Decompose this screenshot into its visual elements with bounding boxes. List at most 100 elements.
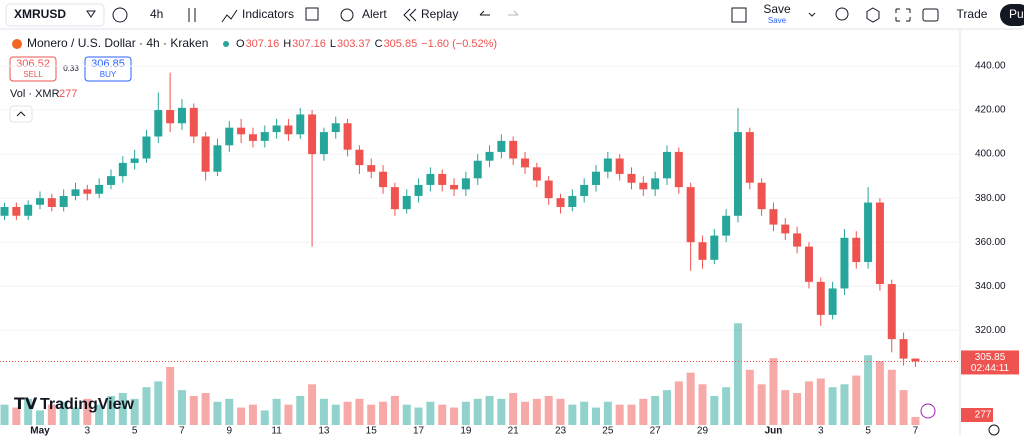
x-tick-label: 7 <box>913 426 919 436</box>
axis-settings[interactable] <box>988 424 1000 436</box>
volume-bar <box>497 398 506 425</box>
publish-button-bg[interactable] <box>1000 4 1024 26</box>
buy-label[interactable]: BUY <box>100 70 117 79</box>
candle-body <box>733 132 742 216</box>
sell-price[interactable]: 306.52 <box>16 58 50 70</box>
volume-bar <box>793 393 802 425</box>
volume-bar <box>367 404 376 425</box>
save-dropdown[interactable] <box>808 12 816 17</box>
buy-box[interactable] <box>84 56 132 82</box>
volume-bar <box>627 404 636 425</box>
candle-body <box>296 114 305 135</box>
templates-icon[interactable] <box>305 7 319 21</box>
symbol-box <box>5 3 105 27</box>
replay-icon[interactable] <box>403 8 417 22</box>
chart-type-icon[interactable] <box>188 8 196 22</box>
ohlc-value: 305.85 <box>384 38 418 50</box>
volume-bar <box>142 387 151 425</box>
volume-bar <box>177 390 186 425</box>
candle-body <box>793 233 802 247</box>
volume-bar <box>296 395 305 425</box>
fullscreen-icon[interactable] <box>895 8 911 22</box>
search-icon[interactable] <box>86 10 96 18</box>
y-tick-label: 320.00 <box>975 325 1006 336</box>
candle-body <box>603 158 612 172</box>
candle-body <box>651 178 660 190</box>
save-button[interactable]: Save <box>763 2 791 16</box>
collapse-icon[interactable] <box>16 111 26 117</box>
buy-price[interactable]: 306.85 <box>91 58 125 70</box>
collapse-button[interactable] <box>9 105 33 123</box>
candle-body <box>710 235 719 260</box>
candle-body <box>615 158 624 174</box>
volume-bar <box>757 384 766 425</box>
volume-bar <box>532 398 541 425</box>
y-tick-label: 440.00 <box>975 61 1006 72</box>
price-label: 305.85 <box>975 352 1006 363</box>
candle-body <box>639 182 648 190</box>
alert-icon[interactable] <box>340 8 354 22</box>
undo-icon[interactable] <box>479 10 490 16</box>
candle-body <box>627 173 636 183</box>
candle-body <box>367 165 376 172</box>
x-tick-label: 5 <box>132 426 138 436</box>
alert-button[interactable]: Alert <box>362 7 387 21</box>
settings-icon[interactable] <box>866 7 880 23</box>
x-tick-label: 23 <box>555 426 567 436</box>
y-tick-label: 360.00 <box>975 237 1006 248</box>
volume-bar <box>414 407 423 425</box>
x-tick-label: 27 <box>650 426 662 436</box>
candle-body <box>769 209 778 225</box>
candle-body <box>674 151 683 188</box>
volume-bar <box>260 410 269 425</box>
candle-body <box>544 180 553 199</box>
assistant-button[interactable] <box>920 403 936 419</box>
volume-bar <box>580 401 589 425</box>
plot <box>0 65 960 425</box>
tv-logo: TradingView <box>40 396 135 413</box>
x-tick-label: 7 <box>179 426 185 436</box>
candle-body <box>24 204 33 216</box>
candle-body <box>745 132 754 183</box>
volume-bar <box>674 381 683 425</box>
symbol[interactable]: XMRUSD <box>14 7 66 21</box>
sell-label[interactable]: SELL <box>23 70 43 79</box>
candle-body <box>592 171 601 185</box>
quick-search-icon[interactable] <box>835 7 849 21</box>
volume-bar <box>189 395 198 425</box>
screenshot-icon[interactable] <box>922 8 939 22</box>
volume-bar <box>509 393 518 425</box>
candle-body <box>757 182 766 210</box>
volume-bar <box>899 390 908 425</box>
publish-button[interactable]: Pu <box>1009 7 1024 21</box>
x-tick-label: 9 <box>226 426 232 436</box>
volume-bar <box>603 401 612 425</box>
indicators-icon[interactable] <box>221 9 238 23</box>
candle-body <box>331 123 340 133</box>
candle-body <box>319 132 328 155</box>
sell-box[interactable] <box>9 56 57 82</box>
replay-button[interactable]: Replay <box>421 7 458 21</box>
layout-icon[interactable] <box>731 7 747 23</box>
candle-body <box>130 158 139 163</box>
volume-bar <box>402 404 411 425</box>
indicators-button[interactable]: Indicators <box>242 7 294 21</box>
candle-body <box>71 189 80 196</box>
candle-body <box>804 246 813 282</box>
redo-icon[interactable] <box>508 10 519 16</box>
ohlc-key: C <box>375 38 383 50</box>
interval[interactable]: 4h <box>150 7 163 21</box>
x-tick-label: Jun <box>765 426 783 436</box>
change: −1.60 (−0.52%) <box>421 38 497 50</box>
candle-body <box>237 127 246 135</box>
candle-body <box>450 184 459 190</box>
candle-body <box>828 288 837 315</box>
volume-bar <box>840 384 849 425</box>
candle-body <box>308 114 317 155</box>
price-label-bg <box>961 350 1019 375</box>
y-tick-label: 340.00 <box>975 281 1006 292</box>
volume-bar <box>308 384 317 425</box>
trade-button[interactable]: Trade <box>957 7 988 21</box>
compare-icon[interactable] <box>112 7 128 23</box>
volume-bar <box>733 323 742 425</box>
